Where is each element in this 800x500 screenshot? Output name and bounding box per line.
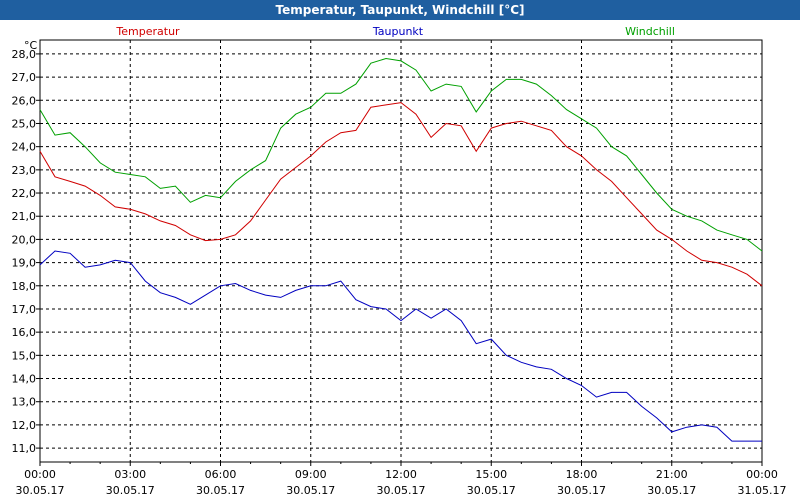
y-tick-label: 22,0 [12, 187, 37, 200]
x-tick-date: 30.05.17 [106, 484, 155, 497]
x-tick-time: 03:00 [114, 468, 146, 481]
legend-taupunkt: Taupunkt [372, 25, 424, 38]
grid [40, 40, 762, 462]
y-tick-label: 13,0 [12, 396, 37, 409]
x-tick-date: 30.05.17 [557, 484, 606, 497]
x-tick-time: 12:00 [385, 468, 417, 481]
x-tick-date: 30.05.17 [286, 484, 335, 497]
tick-labels: 11,0 12,0 13,0 14,0 15,0 16,0 17,0 18,0 19,0 20,0… [12, 39, 787, 497]
y-tick-label: 21,0 [12, 210, 37, 223]
y-tick-label: 20,0 [12, 233, 37, 246]
x-tick-date: 30.05.17 [196, 484, 245, 497]
series-line-temperatur [39, 102, 763, 287]
x-tick-time: 09:00 [295, 468, 327, 481]
y-tick-label: 14,0 [12, 373, 37, 386]
y-tick-label: 28,0 [12, 48, 37, 61]
y-tick-label: 25,0 [12, 117, 37, 130]
series-line-taupunkt [39, 250, 762, 442]
x-tick-time: 00:00 [24, 468, 56, 481]
y-tick-label: 26,0 [12, 94, 37, 107]
y-tick-label: 11,0 [12, 442, 37, 455]
x-tick-time: 18:00 [566, 468, 598, 481]
x-tick-date: 31.05.17 [738, 484, 787, 497]
y-tick-label: 15,0 [12, 349, 37, 362]
legend-temperatur: Temperatur [115, 25, 180, 38]
chart-title: Temperatur, Taupunkt, Windchill [°C] [0, 0, 800, 20]
y-tick-label: 19,0 [12, 257, 37, 270]
y-tick-label: 18,0 [12, 280, 37, 293]
legend: Temperatur Taupunkt Windchill [115, 25, 675, 38]
series-line-windchill [39, 57, 763, 252]
y-tick-label: 17,0 [12, 303, 37, 316]
x-tick-time: 21:00 [656, 468, 688, 481]
y-tick-label: 23,0 [12, 164, 37, 177]
legend-windchill: Windchill [625, 25, 675, 38]
y-tick-label: 16,0 [12, 326, 37, 339]
x-tick-time: 06:00 [205, 468, 237, 481]
series-lines [39, 57, 763, 442]
x-tick-time: 00:00 [746, 468, 778, 481]
y-tick-label: 27,0 [12, 71, 37, 84]
x-tick-date: 30.05.17 [377, 484, 426, 497]
x-tick-date: 30.05.17 [647, 484, 696, 497]
x-tick-time: 15:00 [475, 468, 507, 481]
x-tick-date: 30.05.17 [467, 484, 516, 497]
y-tick-label: 12,0 [12, 419, 37, 432]
x-tick-date: 30.05.17 [16, 484, 65, 497]
y-axis-label: °C [24, 39, 38, 52]
y-tick-label: 24,0 [12, 141, 37, 154]
